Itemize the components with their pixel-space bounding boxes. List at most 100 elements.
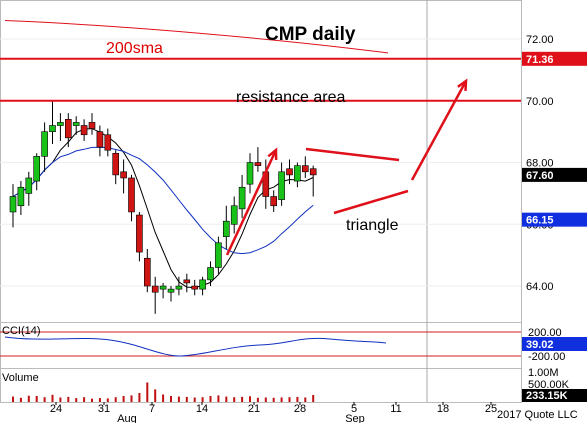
- price-badge: [522, 212, 587, 227]
- candle-body: [104, 134, 112, 151]
- candle-body: [80, 125, 88, 136]
- candle-body: [9, 196, 17, 213]
- candle-body: [112, 152, 119, 176]
- volume-bar: [27, 395, 30, 402]
- volume-bar: [83, 397, 86, 402]
- x-tick-label: 21: [248, 403, 260, 415]
- price-badge-label: 66.15: [526, 215, 554, 227]
- candle-body: [33, 156, 41, 182]
- volume-tick-label: 1.00M: [528, 367, 559, 379]
- volume-bar: [312, 395, 315, 402]
- price-tick-label: 68.00: [526, 158, 554, 170]
- x-tick-label: 11: [390, 403, 401, 415]
- candle-body: [120, 171, 127, 179]
- volume-bar: [209, 396, 212, 402]
- volume-bar: [122, 396, 125, 402]
- x-tick-label: 24: [50, 403, 62, 415]
- x-tick-label: 31: [98, 403, 110, 415]
- volume-bar: [193, 397, 196, 402]
- volume-bar: [233, 397, 236, 402]
- price-badge-label: 67.60: [526, 170, 554, 182]
- price-badge-label: 71.36: [526, 54, 554, 66]
- volume-badge-label: 233.15K: [526, 390, 568, 402]
- candle-body: [294, 165, 301, 182]
- annotations: [0, 57, 521, 256]
- volume-bar: [59, 397, 62, 402]
- candle-body: [17, 186, 25, 207]
- x-tick-label: 14: [196, 403, 208, 415]
- price-tick-label: 72.00: [526, 34, 554, 46]
- candle-body: [175, 285, 183, 290]
- triangle-label: triangle: [346, 217, 399, 234]
- cci-badge: [522, 337, 587, 351]
- volume-bar: [177, 396, 180, 402]
- candle-body: [144, 257, 151, 287]
- price-badge: [522, 51, 587, 66]
- volume-bar: [241, 396, 244, 402]
- arrow-up-left: [225, 149, 278, 256]
- long-ma-line: [12, 146, 314, 255]
- volume-bar: [249, 396, 251, 402]
- price-tick-label: 70.00: [526, 96, 554, 108]
- candle-body: [128, 177, 135, 213]
- volume-badge: [522, 389, 587, 402]
- volume-bar: [138, 393, 141, 402]
- volume-bar: [296, 396, 299, 402]
- cci-tick-label: -200.00: [528, 351, 565, 363]
- candle-body: [88, 122, 96, 129]
- sma-label: 200sma: [106, 40, 163, 57]
- triangle-upper-line: [305, 147, 400, 162]
- x-tick-label: 7: [149, 403, 155, 415]
- volume-bar: [146, 382, 149, 402]
- volume-bar: [264, 397, 267, 402]
- volume-bar: [280, 397, 283, 402]
- candle-body: [278, 171, 285, 200]
- candle-body: [301, 165, 309, 173]
- price-badge: [522, 167, 587, 182]
- volume-bar: [304, 397, 307, 402]
- volume-bar: [201, 397, 204, 402]
- resistance-label: resistance area: [236, 89, 345, 106]
- candle-body: [309, 168, 317, 176]
- price-tick-label: 64.00: [526, 281, 554, 293]
- volume-bar: [75, 398, 78, 402]
- x-tick-label: 18: [437, 403, 449, 415]
- volume-bar: [12, 396, 14, 402]
- volume-bar: [185, 396, 188, 402]
- volume-bar: [106, 398, 109, 402]
- volume-bar: [272, 397, 275, 402]
- volume-bar: [91, 398, 93, 402]
- candle-body: [215, 242, 222, 268]
- candle-body: [96, 131, 104, 148]
- volume-bar: [288, 397, 291, 402]
- cci-panel: [0, 322, 522, 369]
- arrow-up-right-head: [457, 78, 468, 92]
- candle-body: [254, 162, 262, 166]
- candle-body: [136, 214, 143, 253]
- volume-bar: [170, 396, 172, 402]
- candle-body: [286, 168, 293, 176]
- x-tick-label: 28: [294, 403, 306, 415]
- arrow-up-left-head: [267, 147, 278, 161]
- x-tick-label: 5: [351, 403, 357, 415]
- candle-body: [270, 196, 278, 207]
- candle-body: [167, 288, 175, 293]
- month-label: Aug: [117, 413, 137, 423]
- volume-bar: [51, 394, 54, 402]
- triangle-lower-line: [333, 189, 409, 215]
- volume-bar: [154, 389, 157, 402]
- candle-body: [230, 205, 238, 225]
- candle-body: [57, 122, 64, 126]
- candle-body: [199, 279, 206, 290]
- chart-title: CMP daily: [265, 24, 356, 45]
- sma200-line: [4, 20, 389, 54]
- candle-body: [72, 122, 80, 126]
- candle-body: [49, 125, 56, 132]
- candle-body: [25, 177, 33, 194]
- candle-body: [183, 279, 191, 284]
- volume-bar: [130, 395, 133, 402]
- candle-body: [246, 162, 254, 185]
